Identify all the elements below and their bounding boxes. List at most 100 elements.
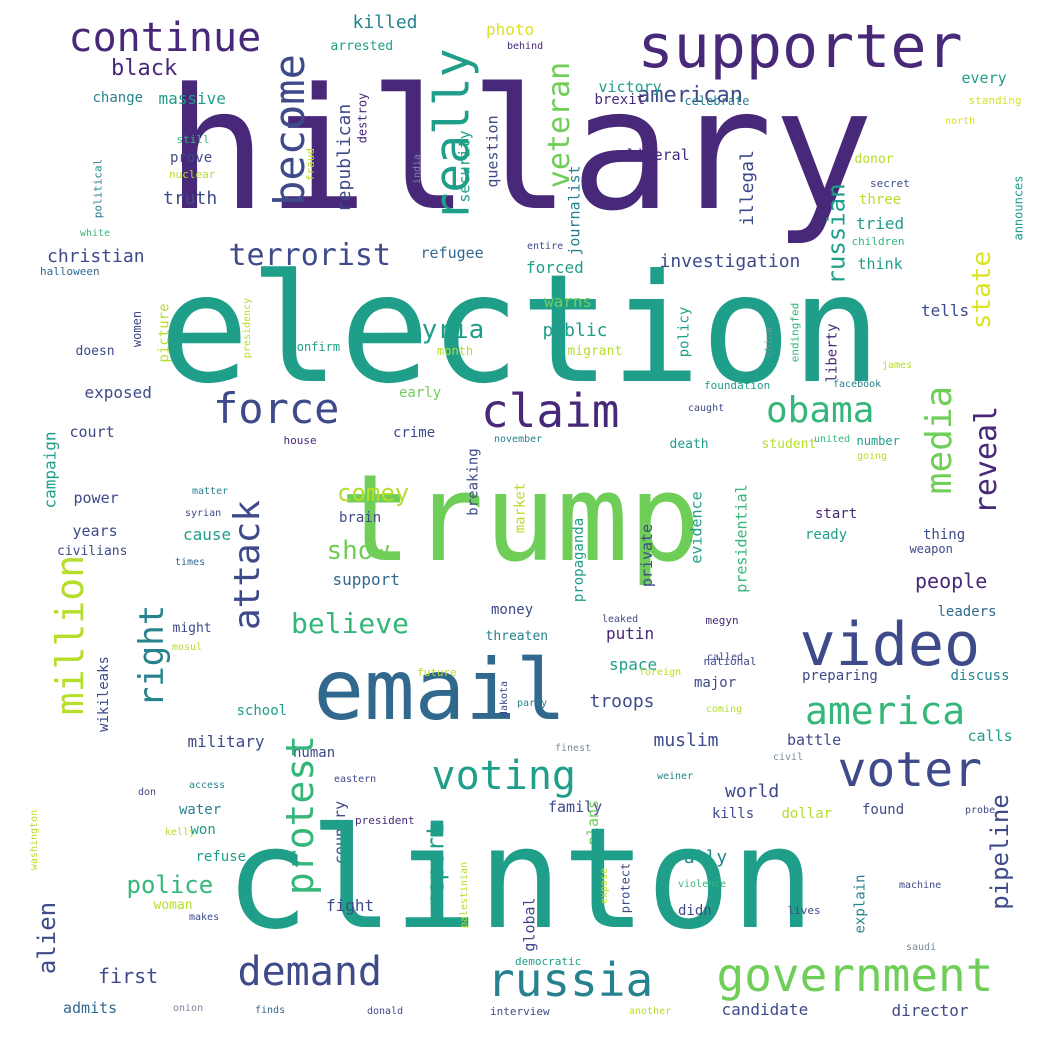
word-change: change — [92, 90, 144, 106]
word-secret: secret — [870, 176, 910, 190]
word-celebrate: celebrate — [684, 94, 750, 108]
word-family: family — [548, 797, 603, 816]
word-house: house — [283, 433, 317, 447]
word-calls: calls — [967, 726, 1013, 745]
word-director: director — [891, 1001, 969, 1020]
word-kelly: kelly — [165, 827, 196, 838]
word-muslim: muslim — [653, 730, 719, 751]
word-trump: trump — [339, 450, 701, 589]
word-expose: expose — [599, 867, 611, 905]
word-united: united — [814, 434, 851, 445]
word-civil: civil — [773, 752, 804, 763]
word-video: video — [799, 610, 981, 680]
word-show: show — [326, 536, 390, 566]
word-support: support — [332, 570, 400, 589]
word-school: school — [236, 703, 288, 719]
word-another: another — [629, 1006, 672, 1017]
word-attack: attack — [227, 499, 269, 631]
word-million: million — [48, 554, 93, 716]
word-government: government — [716, 948, 994, 1002]
word-russia: russia — [487, 953, 654, 1007]
word-syria: syria — [406, 315, 485, 345]
word-rally: rally — [673, 847, 728, 868]
word-announces: announces — [1011, 175, 1026, 241]
word-makes: makes — [189, 912, 220, 923]
word-destroy: destroy — [354, 92, 369, 144]
word-children: children — [851, 234, 905, 248]
word-matter: matter — [192, 486, 229, 497]
word-didn: didn — [678, 903, 712, 919]
word-reveal: reveal — [969, 405, 1005, 515]
word-fight: fight — [326, 896, 375, 915]
word-mosul: mosul — [172, 642, 203, 653]
word-machine: machine — [899, 880, 942, 891]
word-kills: kills — [712, 806, 755, 822]
word-don: don — [138, 787, 157, 798]
word-early: early — [399, 385, 442, 401]
word-confirm: confirm — [289, 340, 341, 354]
word-crime: crime — [393, 425, 436, 441]
word-coming: coming — [706, 704, 743, 715]
word-pipeline: pipeline — [985, 794, 1014, 910]
word-every: every — [961, 68, 1007, 87]
word-years: years — [72, 521, 118, 540]
word-going: going — [857, 451, 888, 462]
word-putin: putin — [606, 624, 655, 643]
word-fraud: fraud — [303, 147, 317, 181]
word-human: human — [293, 745, 336, 761]
word-onion: onion — [173, 1003, 204, 1014]
word-interview: interview — [490, 1004, 550, 1018]
word-facebook: facebook — [833, 379, 882, 390]
word-caught: caught — [688, 403, 725, 414]
word-money: money — [491, 602, 534, 618]
word-women: women — [130, 310, 145, 348]
word-troops: troops — [589, 691, 655, 712]
word-civilians: civilians — [57, 543, 128, 559]
word-national: national — [703, 654, 757, 668]
word-wikileaks: wikileaks — [95, 656, 112, 732]
word-photo: photo — [486, 20, 535, 39]
word-prove: prove — [170, 150, 213, 166]
word-market: market — [511, 482, 528, 534]
word-migrant: migrant — [567, 343, 623, 359]
word-supporter: supporter — [637, 12, 963, 82]
word-major: major — [694, 675, 737, 691]
word-megyn: megyn — [705, 613, 739, 627]
word-christian: christian — [47, 246, 145, 267]
word-republican: republican — [334, 103, 356, 213]
word-comey: comey — [337, 479, 410, 507]
word-exposed: exposed — [84, 383, 152, 402]
word-weiner: weiner — [657, 771, 694, 782]
word-global: global — [520, 896, 539, 952]
word-student: student — [761, 436, 817, 452]
word-police: police — [126, 871, 214, 899]
word-people: people — [915, 569, 988, 593]
word-woman: woman — [153, 897, 193, 913]
word-military: military — [187, 732, 265, 751]
word-saudi: saudi — [906, 942, 937, 953]
word-brain: brain — [339, 510, 382, 526]
word-force: force — [213, 384, 340, 433]
word-death: death — [669, 436, 709, 452]
word-become: become — [264, 54, 314, 206]
word-illegal: illegal — [736, 150, 758, 226]
word-presidential: presidential — [732, 483, 751, 593]
word-still: still — [176, 132, 210, 146]
word-admits: admits — [63, 998, 118, 1017]
word-court: court — [69, 422, 115, 441]
word-campaign: campaign — [40, 431, 60, 509]
word-threaten: threaten — [485, 628, 549, 644]
word-violence: violence — [678, 879, 727, 890]
word-eastern: eastern — [334, 774, 377, 785]
word-candidate: candidate — [721, 1000, 809, 1019]
word-space: space — [609, 655, 658, 674]
word-american: american — [637, 83, 743, 108]
word-month: month — [437, 344, 474, 358]
word-china: china — [764, 326, 776, 358]
word-massive: massive — [158, 89, 226, 108]
word-policy: policy — [675, 306, 692, 358]
word-explain: explain — [852, 874, 869, 934]
word-battle: battle — [787, 730, 842, 749]
word-finds: finds — [255, 1005, 286, 1016]
word-hillary: hillary — [166, 52, 875, 248]
